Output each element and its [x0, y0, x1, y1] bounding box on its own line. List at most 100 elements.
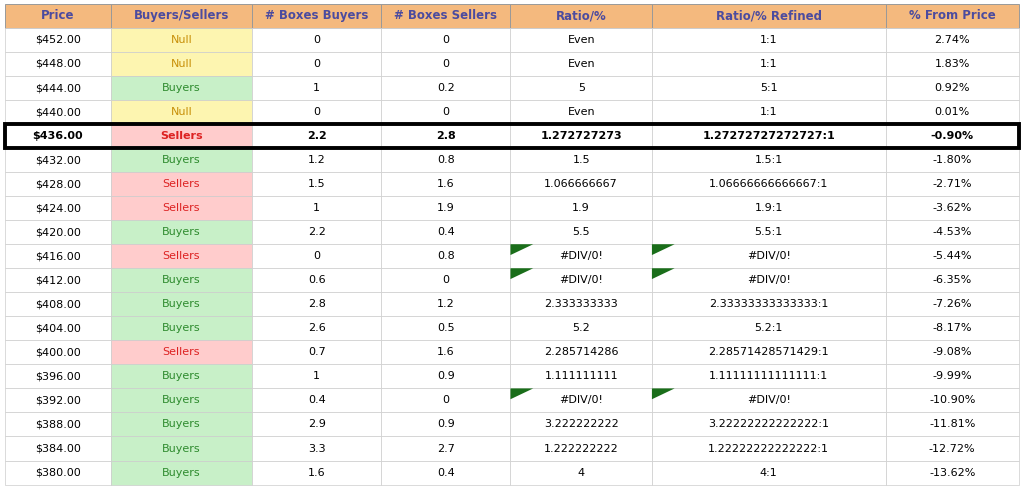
Bar — [652, 4, 886, 28]
Bar — [381, 268, 510, 292]
Text: 2.28571428571429:1: 2.28571428571429:1 — [709, 347, 829, 357]
Bar — [381, 100, 510, 124]
Bar — [652, 100, 886, 124]
Text: $392.00: $392.00 — [35, 395, 81, 406]
Text: $408.00: $408.00 — [35, 300, 81, 309]
Text: $436.00: $436.00 — [33, 131, 83, 141]
Bar — [252, 220, 381, 244]
Text: #DIV/0!: #DIV/0! — [559, 275, 603, 285]
Bar — [111, 389, 252, 412]
Bar — [652, 461, 886, 485]
Bar — [652, 340, 886, 364]
Polygon shape — [510, 244, 534, 255]
Text: 0.4: 0.4 — [308, 395, 326, 406]
Text: 1.27272727272727:1: 1.27272727272727:1 — [702, 131, 836, 141]
Text: Sellers: Sellers — [163, 179, 200, 189]
Text: 0.9: 0.9 — [437, 419, 455, 430]
Bar — [111, 292, 252, 317]
Bar — [111, 436, 252, 461]
Bar — [111, 196, 252, 220]
Bar — [252, 364, 381, 389]
Text: 1.6: 1.6 — [437, 179, 455, 189]
Bar — [886, 244, 1019, 268]
Bar — [886, 268, 1019, 292]
Text: 2.74%: 2.74% — [935, 35, 970, 45]
Bar — [252, 172, 381, 196]
Bar — [111, 461, 252, 485]
Bar — [652, 148, 886, 172]
Bar — [886, 436, 1019, 461]
Bar — [252, 52, 381, 76]
Bar — [111, 148, 252, 172]
Text: $444.00: $444.00 — [35, 83, 81, 93]
Text: Buyers: Buyers — [162, 275, 201, 285]
Polygon shape — [510, 389, 534, 399]
Bar — [5, 28, 111, 52]
Text: 0.5: 0.5 — [437, 323, 455, 333]
Text: Buyers: Buyers — [162, 395, 201, 406]
Bar — [5, 268, 111, 292]
Text: $416.00: $416.00 — [35, 251, 81, 261]
Bar — [652, 52, 886, 76]
Bar — [252, 292, 381, 317]
Text: -7.26%: -7.26% — [933, 300, 972, 309]
Bar — [510, 220, 652, 244]
Text: 0.8: 0.8 — [437, 251, 455, 261]
Polygon shape — [652, 268, 675, 279]
Text: Ratio/% Refined: Ratio/% Refined — [716, 9, 822, 22]
Bar — [5, 172, 111, 196]
Bar — [111, 28, 252, 52]
Bar — [652, 244, 886, 268]
Bar — [5, 292, 111, 317]
Text: 5.2:1: 5.2:1 — [755, 323, 783, 333]
Bar — [381, 244, 510, 268]
Text: 2.9: 2.9 — [308, 419, 326, 430]
Text: #DIV/0!: #DIV/0! — [746, 251, 791, 261]
Bar — [510, 268, 652, 292]
Bar — [252, 148, 381, 172]
Bar — [886, 412, 1019, 436]
Text: $388.00: $388.00 — [35, 419, 81, 430]
Bar — [510, 340, 652, 364]
Text: -13.62%: -13.62% — [929, 468, 976, 478]
Text: 1.9:1: 1.9:1 — [755, 203, 783, 213]
Text: Buyers: Buyers — [162, 372, 201, 381]
Text: # Boxes Buyers: # Boxes Buyers — [265, 9, 369, 22]
Text: Price: Price — [41, 9, 75, 22]
Bar — [886, 52, 1019, 76]
Bar — [381, 76, 510, 100]
Text: 0.01%: 0.01% — [935, 107, 970, 117]
Text: -0.90%: -0.90% — [931, 131, 974, 141]
Text: 0.2: 0.2 — [437, 83, 455, 93]
Text: -9.99%: -9.99% — [933, 372, 972, 381]
Bar — [381, 148, 510, 172]
Bar — [886, 196, 1019, 220]
Bar — [381, 292, 510, 317]
Bar — [5, 317, 111, 340]
Bar — [111, 52, 252, 76]
Text: Sellers: Sellers — [163, 251, 200, 261]
Text: -6.35%: -6.35% — [933, 275, 972, 285]
Bar — [5, 76, 111, 100]
Text: 1: 1 — [313, 372, 321, 381]
Text: 1:1: 1:1 — [760, 59, 777, 69]
Text: 0: 0 — [313, 35, 321, 45]
Bar — [381, 412, 510, 436]
Bar — [5, 436, 111, 461]
Bar — [252, 268, 381, 292]
Bar — [5, 364, 111, 389]
Bar — [381, 461, 510, 485]
Text: 1.6: 1.6 — [308, 468, 326, 478]
Bar — [111, 364, 252, 389]
Text: 1.9: 1.9 — [437, 203, 455, 213]
Text: 1.2: 1.2 — [308, 155, 326, 165]
Bar — [510, 148, 652, 172]
Text: 0.4: 0.4 — [437, 468, 455, 478]
Text: 2.8: 2.8 — [308, 300, 326, 309]
Bar — [381, 364, 510, 389]
Text: 1.5: 1.5 — [572, 155, 590, 165]
Text: 1.5: 1.5 — [308, 179, 326, 189]
Text: Even: Even — [567, 107, 595, 117]
Bar — [252, 461, 381, 485]
Bar — [652, 124, 886, 148]
